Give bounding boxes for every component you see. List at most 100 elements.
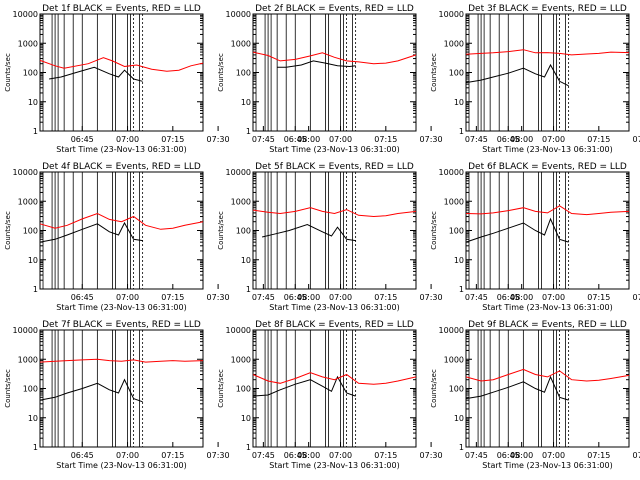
x-tick-label: 07:00	[329, 135, 352, 144]
y-tick-label: 1000	[231, 197, 251, 206]
x-tick-label: 07:15	[161, 451, 184, 460]
y-tick-label: 10000	[226, 10, 251, 19]
y-tick-label: 100	[23, 69, 38, 78]
y-tick-label: 100	[236, 69, 251, 78]
y-tick-label: 1	[33, 127, 38, 136]
series-line-events	[252, 375, 356, 397]
x-axis-label: Start Time (23-Nov-13 06:31:00)	[269, 303, 399, 312]
y-tick-label: 10	[241, 256, 251, 265]
x-tick-label: 06:45	[284, 293, 307, 302]
x-tick-label: 07:15	[587, 451, 610, 460]
x-tick-label: 06:45	[71, 451, 94, 460]
x-tick-label: 07:45	[465, 135, 488, 144]
x-tick-label: 07:45	[465, 293, 488, 302]
y-tick-label: 1000	[444, 197, 464, 206]
series-line-events	[465, 375, 569, 401]
x-tick-label: 08:00	[510, 293, 533, 302]
y-tick-label: 1000	[444, 355, 464, 364]
x-tick-label: 07:30	[633, 135, 640, 144]
y-tick-label: 1000	[231, 355, 251, 364]
panel-title: Det 8f BLACK = Events, RED = LLD	[255, 320, 414, 330]
panel-title: Det 6f BLACK = Events, RED = LLD	[468, 162, 627, 172]
y-tick-label: 10	[28, 98, 38, 107]
y-tick-label: 10000	[13, 10, 38, 19]
x-axis-label: Start Time (23-Nov-13 06:31:00)	[56, 303, 186, 312]
y-tick-label: 10000	[226, 326, 251, 335]
x-tick-label: 07:30	[207, 293, 230, 302]
y-tick-label: 1000	[231, 39, 251, 48]
x-tick-label: 07:00	[542, 293, 565, 302]
x-axis-label: Start Time (23-Nov-13 06:31:00)	[269, 145, 399, 154]
panel-title: Det 5f BLACK = Events, RED = LLD	[255, 162, 414, 172]
x-tick-label: 06:45	[71, 293, 94, 302]
x-tick-label: 07:30	[633, 451, 640, 460]
y-tick-label: 1	[246, 127, 251, 136]
x-tick-label: 07:00	[329, 293, 352, 302]
series-line-lld	[252, 51, 417, 65]
y-tick-label: 100	[449, 385, 464, 394]
y-axis-label: Counts/sec	[217, 211, 225, 250]
y-tick-label: 1000	[18, 197, 38, 206]
x-tick-label: 07:15	[374, 135, 397, 144]
y-axis-label: Counts/sec	[430, 53, 438, 92]
y-tick-label: 10	[28, 414, 38, 423]
x-tick-label: 07:15	[161, 293, 184, 302]
panel-6: Det 6f BLACK = Events, RED = LLD 1 10 100 10…	[430, 162, 640, 312]
y-tick-label: 100	[449, 227, 464, 236]
y-tick-label: 1	[246, 285, 251, 294]
x-axis-label: Start Time (23-Nov-13 06:31:00)	[482, 303, 612, 312]
x-tick-label: 07:00	[542, 135, 565, 144]
x-tick-label: 07:15	[374, 451, 397, 460]
x-axis-label: Start Time (23-Nov-13 06:31:00)	[56, 145, 186, 154]
series-line-lld	[252, 207, 417, 218]
y-tick-label: 1	[459, 443, 464, 452]
y-tick-label: 10	[454, 256, 464, 265]
x-tick-label: 07:30	[420, 451, 443, 460]
x-tick-label: 06:45	[71, 135, 94, 144]
x-tick-label: 07:15	[587, 135, 610, 144]
x-tick-label: 08:00	[297, 451, 320, 460]
x-tick-label: 06:45	[497, 293, 520, 302]
y-tick-label: 10000	[13, 168, 38, 177]
x-tick-label: 07:30	[633, 293, 640, 302]
x-tick-label: 06:45	[497, 451, 520, 460]
series-line-lld	[465, 49, 630, 56]
x-tick-label: 07:15	[587, 293, 610, 302]
y-tick-label: 1	[33, 443, 38, 452]
x-tick-label: 07:15	[374, 293, 397, 302]
y-tick-label: 10000	[439, 326, 464, 335]
panel-9: Det 9f BLACK = Events, RED = LLD 1 10 100 10…	[430, 320, 640, 470]
x-tick-label: 07:00	[542, 451, 565, 460]
y-tick-label: 1	[33, 285, 38, 294]
series-line-events	[465, 63, 569, 87]
y-tick-label: 1	[459, 285, 464, 294]
x-tick-label: 07:30	[420, 135, 443, 144]
y-tick-label: 10000	[439, 168, 464, 177]
series-line-lld	[465, 368, 630, 382]
x-tick-label: 06:45	[284, 135, 307, 144]
x-tick-label: 07:45	[252, 135, 275, 144]
panel-title: Det 7f BLACK = Events, RED = LLD	[42, 320, 201, 330]
y-tick-label: 10	[241, 414, 251, 423]
x-axis-label: Start Time (23-Nov-13 06:31:00)	[269, 461, 399, 470]
x-tick-label: 07:00	[116, 135, 139, 144]
panel-8: Det 8f BLACK = Events, RED = LLD 1 10 100 10…	[217, 320, 533, 470]
series-line-events	[49, 66, 143, 82]
series-line-events	[465, 217, 569, 243]
y-tick-label: 100	[236, 227, 251, 236]
series-line-lld	[39, 212, 204, 230]
x-axis-label: Start Time (23-Nov-13 06:31:00)	[482, 461, 612, 470]
y-axis-label: Counts/sec	[217, 53, 225, 92]
panel-4: Det 4f BLACK = Events, RED = LLD11010010…	[4, 162, 320, 312]
panel-title: Det 9f BLACK = Events, RED = LLD	[468, 320, 627, 330]
panel-title: Det 2f BLACK = Events, RED = LLD	[255, 4, 414, 14]
y-tick-label: 1000	[444, 39, 464, 48]
series-line-lld	[39, 358, 204, 363]
panel-title: Det 1f BLACK = Events, RED = LLD	[42, 4, 201, 14]
y-tick-label: 1	[459, 127, 464, 136]
x-tick-label: 08:00	[510, 451, 533, 460]
y-axis-label: Counts/sec	[4, 53, 12, 92]
x-tick-label: 07:00	[116, 451, 139, 460]
x-tick-label: 08:00	[297, 293, 320, 302]
